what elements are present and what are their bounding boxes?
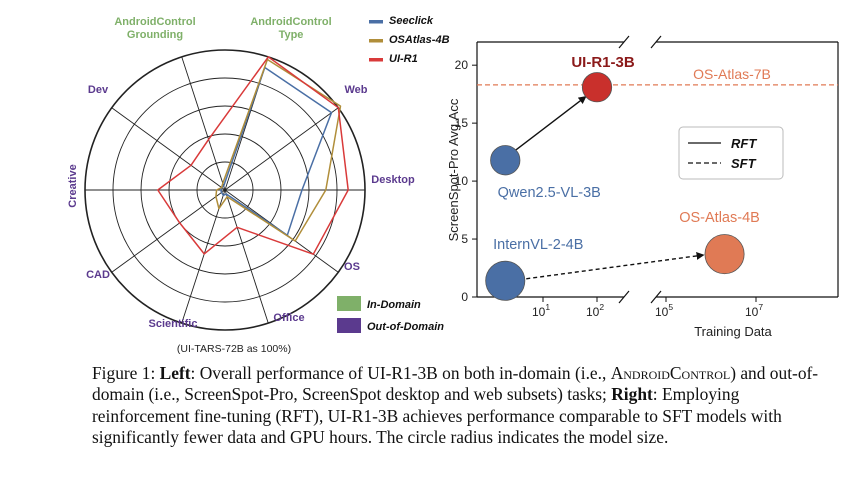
- caption-figure-prefix: Figure 1:: [92, 363, 160, 383]
- scatter-x-axis-label: Training Data: [694, 324, 772, 339]
- radar-footnote: (UI-TARS-72B as 100%): [177, 343, 291, 355]
- point-internvl-2-4b: [485, 260, 526, 301]
- legend-label-osatlas-4b: OSAtlas-4B: [389, 34, 450, 46]
- figure-1: AndroidControl Grounding AndroidControl Typ…: [67, 15, 839, 355]
- x-tick-label: 101: [532, 302, 550, 319]
- radar-spoke: [111, 189, 226, 273]
- radar-spoke: [224, 189, 269, 324]
- x-tick-label: 102: [586, 302, 604, 319]
- caption-left-pre: : Overall performance of UI-R1-3B on bot…: [190, 363, 611, 383]
- domain-swatch-in-domain: [337, 296, 361, 311]
- scatter-legend: RFT SFT: [678, 126, 784, 180]
- domain-label-in-domain: In-Domain: [367, 299, 421, 311]
- legend-swatch-ui-r1: [369, 58, 383, 62]
- point-label-os-atlas-4b: OS-Atlas-4B: [679, 210, 760, 226]
- radar-axis-label-desktop: Desktop: [371, 174, 415, 186]
- y-tick-label: 10: [455, 174, 469, 188]
- point-label-qwen2-5-vl-3b: Qwen2.5-VL-3B: [498, 185, 601, 201]
- domain-legend: In-Domain Out-of-Domain: [337, 296, 444, 333]
- caption-right-label: Right: [611, 384, 653, 405]
- x-tick-label: 107: [745, 302, 763, 319]
- caption-right-text: : Employing reinforcement fine-tuning (R…: [92, 384, 782, 447]
- scatter-y-axis-label: ScreenSpot-Pro Avg.Acc: [446, 98, 461, 241]
- scatter-points: Qwen2.5-VL-3B UI-R1-3B InternVL-2-4B OS-Atl…: [485, 54, 760, 301]
- caption-left-label: Left: [159, 363, 191, 383]
- radar-series-osatlas-4b: [215, 58, 342, 242]
- x-tick-label: 105: [655, 302, 673, 319]
- legend-label-rft: RFT: [731, 136, 757, 151]
- radar-series-ui-r1: [157, 56, 349, 255]
- radar-axis-label-office: Office: [273, 312, 304, 324]
- radar-axis-label-cad: CAD: [86, 269, 110, 281]
- radar-axis-label-os: OS: [344, 261, 360, 273]
- y-tick-label: 20: [455, 58, 469, 72]
- domain-swatch-out-of-domain: [337, 318, 361, 333]
- radar-chart: AndroidControl Grounding AndroidControl Typ…: [67, 15, 450, 355]
- radar-axis-label-creative: Creative: [67, 164, 79, 207]
- scatter-chart: 0 5 10 15 20 101 102 105 107 OS-Atlas-7B Qwen2.5-…: [446, 35, 839, 339]
- legend-label-seeclick: Seeclick: [389, 15, 434, 27]
- point-os-atlas-4b: [704, 234, 745, 275]
- radar-grid: [84, 49, 366, 331]
- radar-axis-label-web: Web: [344, 84, 367, 96]
- radar-axis-label-androidcontrol-type: AndroidControl Type: [250, 16, 331, 41]
- rft-arrow: [513, 95, 587, 152]
- radar-series-legend: Seeclick OSAtlas-4B UI-R1: [369, 15, 450, 65]
- radar-axis-label-androidcontrol-grounding: AndroidControl Grounding: [114, 16, 195, 41]
- point-label-ui-r1-3b: UI-R1-3B: [571, 54, 635, 71]
- radar-series-group: [157, 56, 349, 255]
- axis-break-mark: [650, 35, 662, 49]
- reference-line-label: OS-Atlas-7B: [693, 66, 771, 82]
- figure-caption: Figure 1: Left: Overall performance of U…: [92, 363, 832, 448]
- y-tick-label: 5: [461, 232, 468, 246]
- radar-axis-labels: AndroidControl Grounding AndroidControl Typ…: [67, 16, 415, 330]
- point-ui-r1-3b: [581, 72, 613, 103]
- radar-axis-label-scientific: Scientific: [149, 318, 198, 330]
- radar-spoke: [181, 56, 226, 191]
- radar-spoke: [181, 189, 226, 324]
- caption-left-post: ) and out-of-domain (i.e., ScreenSpot-Pr…: [92, 363, 819, 405]
- axis-break-mark: [650, 290, 662, 304]
- scatter-legend-box: [678, 126, 784, 180]
- legend-swatch-osatlas-4b: [369, 39, 383, 43]
- sft-arrow: [526, 251, 705, 280]
- radar-spoke: [224, 107, 339, 191]
- point-qwen2-5-vl-3b: [490, 145, 521, 176]
- point-label-internvl-2-4b: InternVL-2-4B: [493, 237, 583, 253]
- y-tick-label: 0: [461, 290, 468, 304]
- axis-break-mark: [618, 290, 630, 304]
- y-tick-label: 15: [455, 116, 469, 130]
- radar-spoke: [111, 107, 226, 191]
- domain-label-out-of-domain: Out-of-Domain: [367, 321, 444, 333]
- radar-axis-label-dev: Dev: [88, 84, 109, 96]
- legend-label-sft: SFT: [731, 156, 757, 171]
- axis-break-mark: [618, 35, 630, 49]
- caption-androidcontrol: AndroidControl: [610, 363, 731, 383]
- legend-label-ui-r1: UI-R1: [389, 53, 418, 65]
- legend-swatch-seeclick: [369, 20, 383, 24]
